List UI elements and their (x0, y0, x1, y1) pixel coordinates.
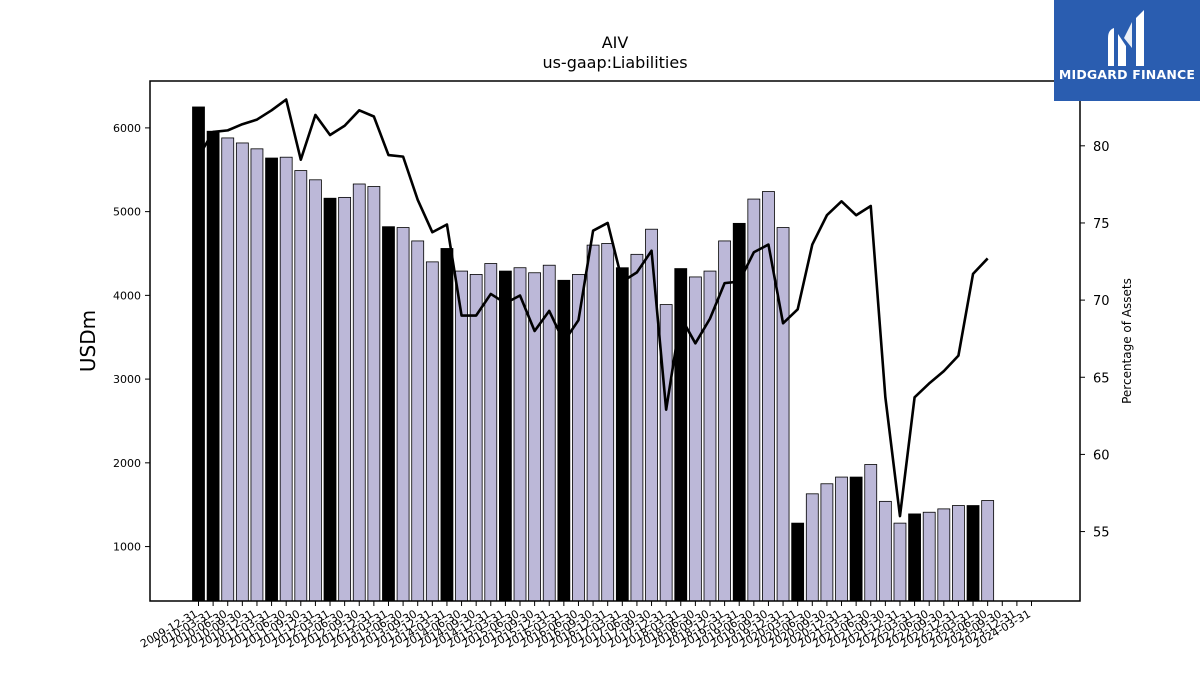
y-axis-right: 55 60 65 70 75 80 (1080, 140, 1110, 541)
y2-tick-label: 60 (1093, 448, 1110, 463)
bar (922, 511, 936, 602)
bar (352, 183, 366, 602)
bar (323, 197, 337, 602)
bar (601, 243, 615, 602)
bar (908, 513, 921, 602)
bar (469, 274, 483, 602)
line-series (197, 98, 989, 518)
bar (425, 261, 439, 602)
y-tick-label: 4000 (113, 289, 141, 302)
bar (396, 227, 410, 602)
y-tick-label: 1000 (113, 541, 141, 554)
bar (279, 156, 293, 602)
bar (235, 142, 249, 602)
brand-logo: MIDGARD FINANCE (1054, 0, 1200, 101)
bar (791, 522, 805, 602)
bar (864, 464, 878, 602)
chart-title: AIV (602, 33, 629, 52)
bar (849, 476, 863, 602)
y-axis-label: USDm (76, 310, 100, 372)
bar (630, 253, 644, 602)
bar (659, 304, 673, 602)
bar (250, 148, 264, 602)
y-tick-label: 6000 (113, 122, 141, 135)
bar (776, 227, 790, 602)
bar (966, 505, 980, 602)
bar (878, 500, 892, 602)
midgard-logo-icon (1108, 10, 1144, 66)
bar (820, 483, 834, 602)
bar (192, 106, 205, 602)
y-tick-label: 5000 (113, 206, 141, 219)
bar (440, 248, 454, 602)
bar (382, 226, 395, 602)
bar (498, 270, 512, 602)
bar (309, 179, 322, 602)
bar (338, 196, 352, 602)
y2-tick-label: 65 (1093, 371, 1110, 386)
y-tick-label: 3000 (113, 373, 141, 386)
bar-series (192, 106, 995, 602)
bar (688, 276, 702, 602)
bar (513, 267, 527, 602)
bar (367, 186, 381, 602)
bar (937, 508, 951, 602)
y-axis-left: 1000 2000 3000 4000 5000 6000 (113, 122, 150, 554)
x-axis: 2009-12-312010-03-312010-06-302010-09-30… (138, 601, 1033, 651)
bar (484, 263, 498, 602)
y2-tick-label: 80 (1093, 140, 1110, 155)
y2-tick-label: 70 (1093, 294, 1110, 309)
bar (952, 505, 965, 602)
percentage-line (197, 98, 989, 518)
y2-axis-label: Percentage of Assets (1120, 278, 1134, 404)
bar (294, 170, 308, 602)
bar (221, 137, 235, 602)
brand-name: MIDGARD FINANCE (1058, 67, 1196, 82)
bar (411, 240, 425, 602)
bar (805, 493, 819, 602)
chart-subtitle: us-gaap:Liabilities (542, 53, 687, 72)
bar (615, 267, 629, 602)
bar (206, 130, 220, 602)
bar (981, 500, 995, 602)
y2-tick-label: 75 (1093, 217, 1110, 232)
bar (762, 191, 775, 602)
bar (265, 157, 278, 602)
bar (557, 279, 571, 602)
y2-tick-label: 55 (1093, 526, 1110, 541)
bar (835, 476, 848, 602)
bar (572, 274, 585, 602)
bar (586, 244, 600, 602)
y-tick-label: 2000 (113, 457, 141, 470)
bar (893, 522, 907, 602)
bar (455, 270, 468, 602)
plot-frame (149, 80, 1081, 602)
